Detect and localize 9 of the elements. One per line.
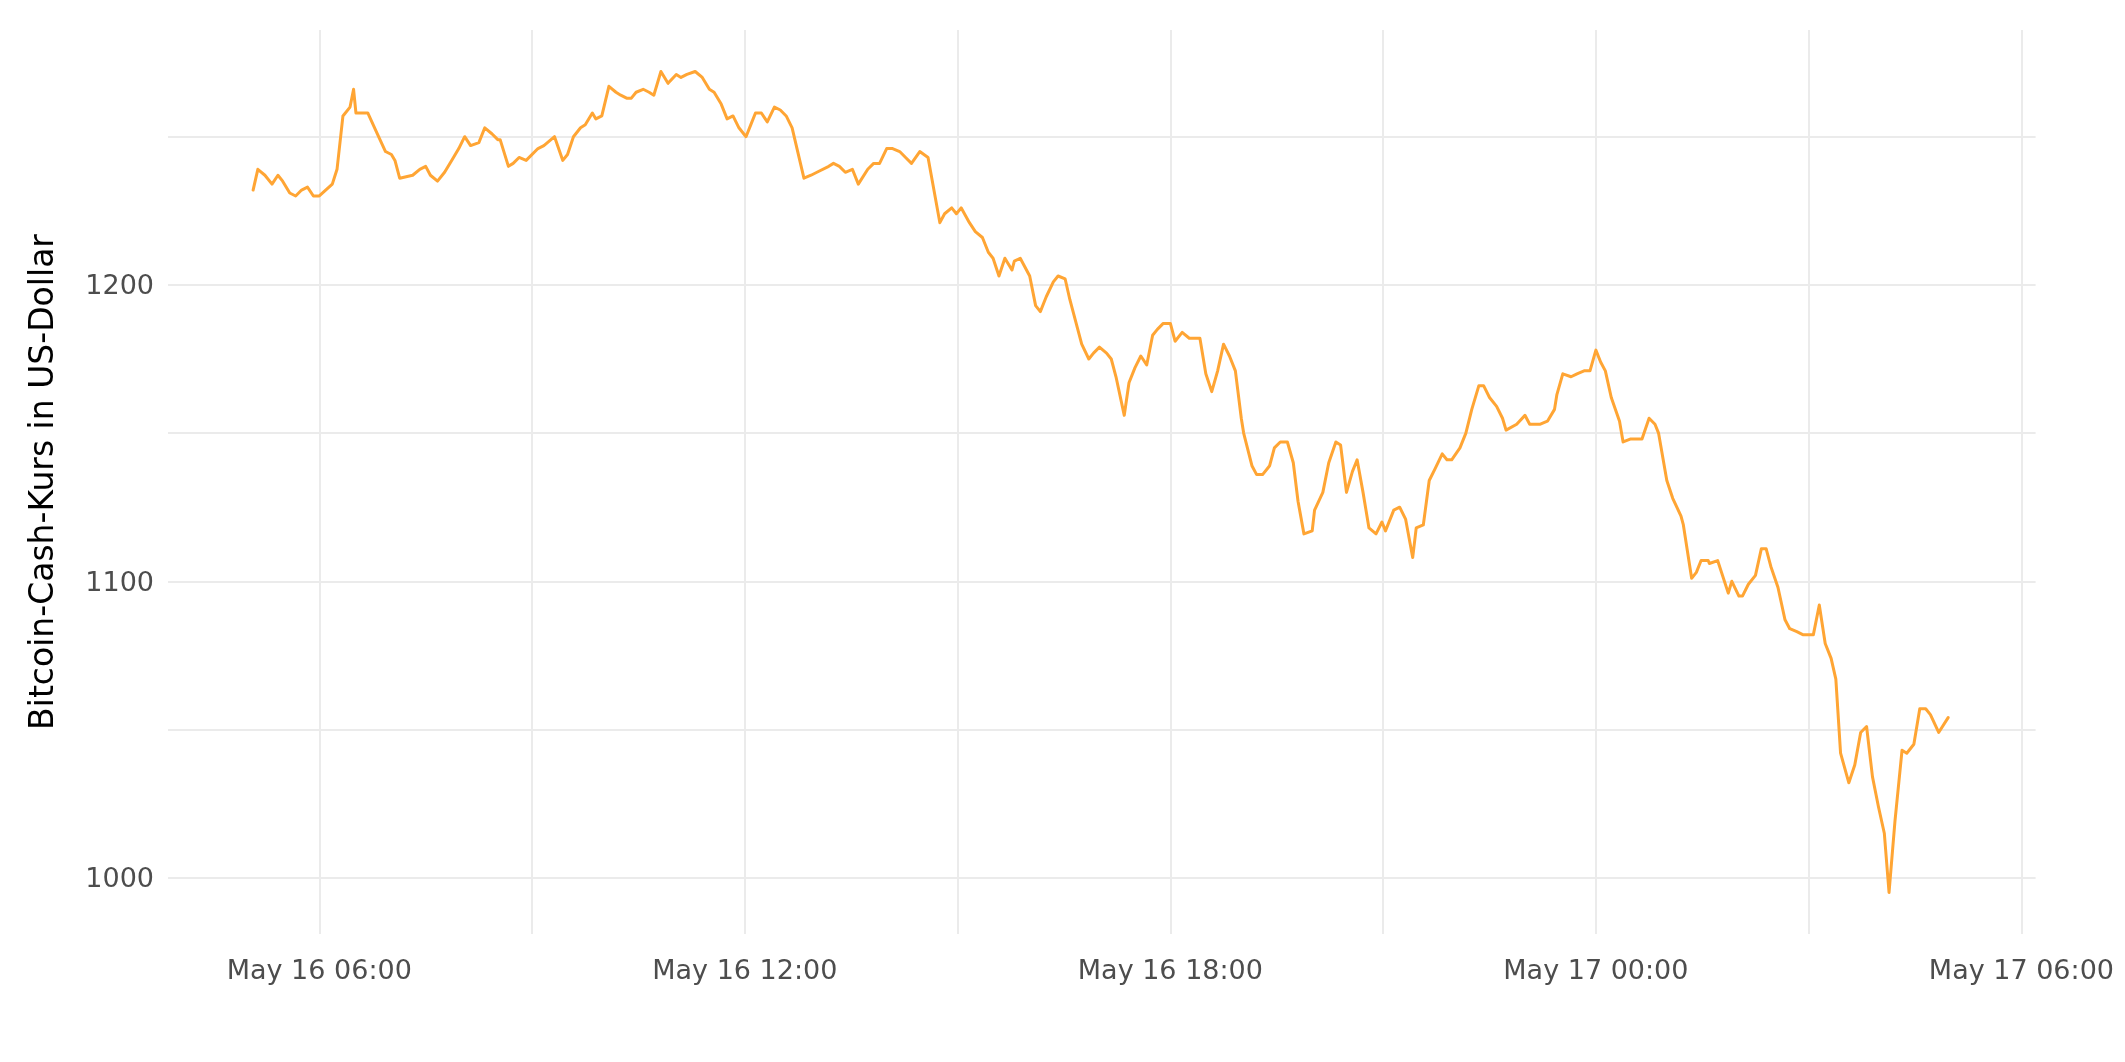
y-tick-label: 1200	[85, 269, 154, 301]
y-tick-label: 1100	[85, 565, 154, 597]
x-tick-label: May 16 12:00	[652, 954, 838, 985]
y-axis-title: Bitcoin-Cash-Kurs in US-Dollar	[22, 233, 61, 730]
y-tick-label: 1000	[85, 862, 154, 894]
x-tick-label: May 17 00:00	[1503, 954, 1689, 985]
x-tick-label: May 16 06:00	[226, 954, 412, 985]
x-tick-label: May 16 18:00	[1077, 954, 1263, 985]
x-tick-label: May 17 06:00	[1928, 954, 2114, 985]
